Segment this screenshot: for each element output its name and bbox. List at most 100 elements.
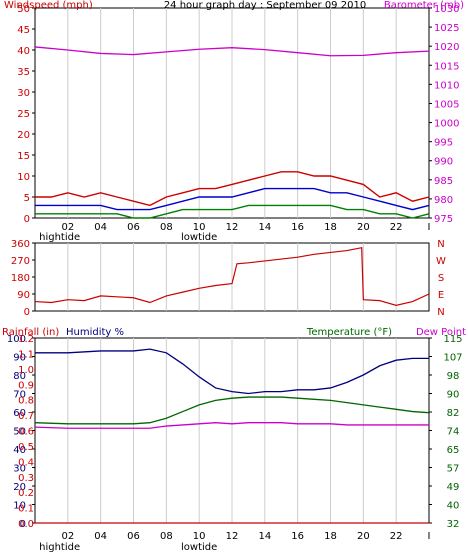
temp-y-tick-1: 40 — [447, 501, 460, 512]
temp-x-tick-2: 06 — [127, 531, 140, 542]
temp-y-tick-0: 32 — [447, 519, 460, 530]
series-gust — [35, 171, 430, 207]
temp-x-tick-7: 16 — [291, 531, 304, 542]
dir-compass-tick-2: S — [438, 273, 444, 284]
rain-y-tick-8: 0.8 — [18, 396, 34, 407]
humidity-y-tick-4: 40 — [13, 445, 26, 456]
wind-y-tick-1: 5 — [24, 193, 30, 204]
series-barometer — [34, 46, 430, 57]
wind-axis-label: Windspeed (mph) — [4, 0, 93, 11]
humidity-y-tick-5: 50 — [13, 427, 26, 438]
wind-x-tick-6: 14 — [258, 222, 271, 233]
humidity-y-tick-10: 100 — [7, 334, 26, 345]
humidity-y-tick-9: 90 — [13, 353, 26, 364]
series-average — [35, 187, 430, 211]
wind-x-tick-7: 16 — [291, 222, 304, 233]
humidity-y-tick-1: 10 — [13, 501, 26, 512]
temp-x-tick-3: 08 — [160, 531, 173, 542]
wind-x-tick-9: 20 — [357, 222, 370, 233]
temp-y-tick-4: 65 — [447, 445, 460, 456]
wind-y-tick-2: 10 — [17, 172, 30, 183]
rain-y-tick-0: 0.0 — [18, 519, 34, 530]
baro-y-tick-3: 990 — [434, 157, 453, 168]
temp-y-tick-6: 82 — [447, 408, 460, 419]
tide-label-bottom-0: hightide — [39, 542, 80, 553]
wind-y-tick-9: 45 — [17, 25, 30, 36]
wind-x-tick-1: 04 — [94, 222, 107, 233]
dir-compass-tick-3: E — [438, 290, 444, 301]
baro-y-tick-5: 1000 — [434, 119, 459, 130]
temp-y-tick-8: 98 — [447, 371, 460, 382]
series-humidity — [35, 348, 429, 395]
rain-y-tick-7: 0.7 — [18, 411, 34, 422]
dir-compass-tick-0: N — [437, 239, 444, 250]
series-dew_point — [34, 422, 429, 429]
rain-y-tick-9: 0.9 — [18, 380, 34, 391]
wind-y-tick-8: 40 — [17, 46, 30, 57]
wind-x-tick-10: 22 — [390, 222, 403, 233]
temp-x-tick-11: I — [428, 531, 431, 542]
wind-y-tick-5: 25 — [17, 109, 30, 120]
rain-y-tick-5: 0.5 — [18, 442, 34, 453]
series-wind_direction — [34, 247, 430, 306]
humidity-axis-label: Humidity % — [66, 327, 124, 338]
baro-y-tick-7: 1010 — [434, 80, 459, 91]
humidity-y-tick-7: 70 — [13, 390, 26, 401]
baro-y-tick-10: 1025 — [434, 23, 459, 34]
baro-y-tick-8: 1015 — [434, 61, 459, 72]
rain-y-tick-11: 1.1 — [18, 349, 34, 360]
temp-x-tick-10: 22 — [390, 531, 403, 542]
dew-axis-label: Dew Point — [416, 327, 466, 338]
humidity-y-tick-8: 80 — [13, 371, 26, 382]
wind-y-tick-4: 20 — [17, 130, 30, 141]
temp-y-tick-10: 115 — [443, 334, 462, 345]
dir-y-tick-0: 0 — [24, 307, 30, 318]
rain-y-tick-6: 0.6 — [18, 427, 34, 438]
rain-y-tick-1: 0.1 — [18, 504, 34, 515]
baro-y-tick-11: 1030 — [434, 4, 459, 15]
temp-y-tick-3: 57 — [447, 464, 460, 475]
temp-y-tick-2: 49 — [447, 482, 460, 493]
baro-y-tick-9: 1020 — [434, 42, 459, 53]
baro-y-tick-1: 980 — [434, 195, 453, 206]
series-temperature — [34, 396, 430, 425]
wind-x-tick-5: 12 — [226, 222, 239, 233]
dir-y-tick-1: 90 — [17, 290, 30, 301]
rain-y-tick-12: 1.2 — [18, 334, 34, 345]
chart-title: 24 hour graph day : September 09 2010 — [164, 0, 366, 11]
baro-y-tick-2: 985 — [434, 176, 453, 187]
baro-y-tick-4: 995 — [434, 138, 453, 149]
humidity-y-tick-6: 60 — [13, 408, 26, 419]
rain-y-tick-10: 1.0 — [18, 365, 34, 376]
temp-x-tick-0: 02 — [61, 531, 74, 542]
wind-x-tick-11: I — [428, 222, 431, 233]
wind-y-tick-10: 50 — [17, 4, 30, 15]
temp-x-tick-6: 14 — [258, 531, 271, 542]
temp-x-tick-1: 04 — [94, 531, 107, 542]
wind-x-tick-8: 18 — [324, 222, 337, 233]
wind-y-tick-3: 15 — [17, 151, 30, 162]
temp-x-tick-9: 20 — [357, 531, 370, 542]
rain-y-tick-4: 0.4 — [18, 457, 34, 468]
temp-axis-label: Temperature (°F) — [306, 327, 392, 338]
dir-y-tick-3: 270 — [11, 256, 30, 267]
tide-label-bottom-1: lowtide — [181, 542, 217, 553]
rain-y-tick-3: 0.3 — [18, 473, 34, 484]
dir-compass-tick-4: N — [437, 307, 444, 318]
wind-x-tick-0: 02 — [61, 222, 74, 233]
wind-x-tick-4: 10 — [193, 222, 206, 233]
baro-y-tick-6: 1005 — [434, 99, 459, 110]
temp-y-tick-5: 74 — [447, 427, 460, 438]
rain-y-tick-2: 0.2 — [18, 488, 34, 499]
temp-y-tick-9: 107 — [443, 353, 462, 364]
tide-label-top-1: lowtide — [181, 232, 217, 243]
baro-y-tick-0: 975 — [434, 214, 453, 225]
dir-y-tick-2: 180 — [11, 273, 30, 284]
temp-x-tick-4: 10 — [193, 531, 206, 542]
tide-label-top-0: hightide — [39, 232, 80, 243]
wind-x-tick-3: 08 — [160, 222, 173, 233]
temp-x-tick-5: 12 — [226, 531, 239, 542]
wind-x-tick-2: 06 — [127, 222, 140, 233]
